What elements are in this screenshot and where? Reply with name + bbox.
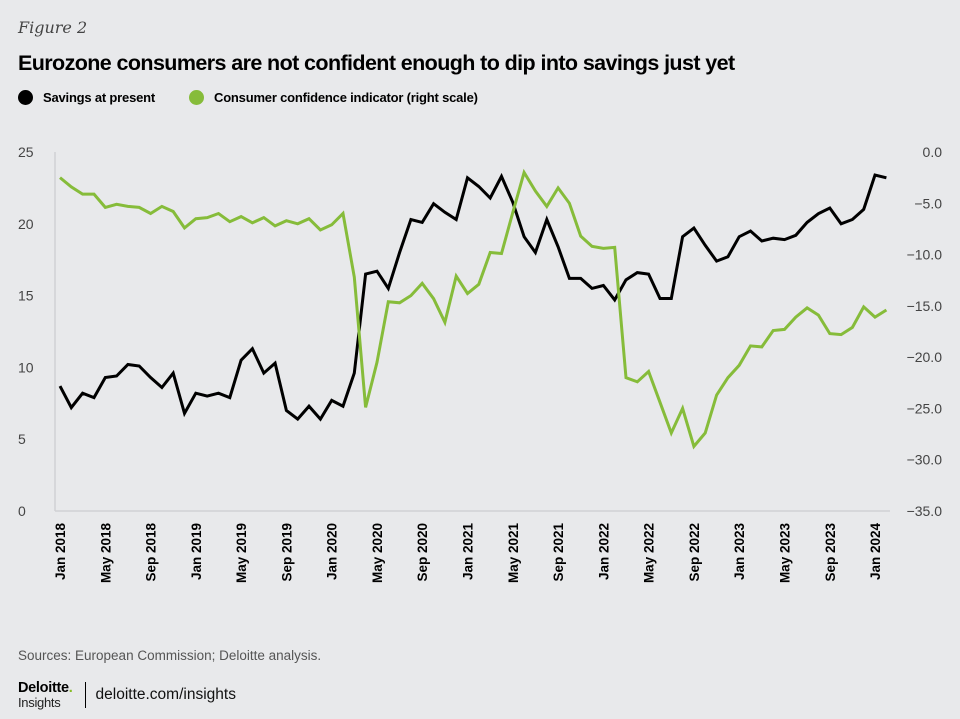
- x-tick-label: Sep 2022: [687, 523, 702, 582]
- x-tick-label: May 2023: [777, 523, 792, 584]
- x-tick-label: Jan 2018: [53, 523, 68, 581]
- y-right-tick-label: −15.0: [907, 298, 943, 314]
- x-tick-label: Jan 2020: [325, 523, 340, 580]
- x-tick-label: Jan 2023: [732, 523, 747, 581]
- series-line-savings: [58, 172, 887, 422]
- logo-brand: Deloitte: [18, 680, 69, 696]
- legend-item-confidence: Consumer confidence indicator (right sca…: [189, 90, 478, 105]
- x-tick-label: Jan 2024: [868, 523, 883, 581]
- y-right-tick-label: −30.0: [907, 452, 943, 468]
- logo-sub: Insights: [18, 694, 61, 710]
- y-right-tick-label: −5.0: [914, 195, 942, 211]
- y-left-tick-label: 20: [18, 216, 34, 232]
- y-left-tick-label: 5: [18, 431, 26, 447]
- x-tick-label: Jan 2022: [596, 523, 611, 580]
- legend-marker-confidence-icon: [189, 90, 204, 105]
- x-tick-label: Sep 2020: [415, 523, 430, 582]
- source-note: Sources: European Commission; Deloitte a…: [18, 648, 322, 663]
- x-tick-label: Sep 2023: [823, 523, 838, 582]
- y-left-tick-label: 10: [18, 359, 34, 375]
- y-left-tick-label: 15: [18, 288, 34, 304]
- x-tick-label: Sep 2021: [551, 523, 566, 582]
- legend-marker-savings-icon: [18, 90, 33, 105]
- footer-divider: [84, 681, 86, 708]
- legend-label-savings: Savings at present: [43, 90, 155, 105]
- footer-url[interactable]: deloitte.com/insights: [95, 685, 236, 703]
- y-left-tick-label: 0: [18, 503, 26, 519]
- x-tick-label: May 2020: [370, 523, 385, 583]
- y-right-tick-label: −35.0: [907, 503, 943, 519]
- y-right-tick-label: −25.0: [907, 400, 943, 416]
- legend-label-confidence: Consumer confidence indicator (right sca…: [214, 90, 478, 105]
- y-left-tick-label: 25: [18, 144, 34, 160]
- x-tick-label: May 2021: [506, 523, 521, 584]
- x-tick-label: Sep 2019: [279, 523, 294, 582]
- y-right-tick-label: 0.0: [923, 144, 943, 160]
- line-chart: 0 5 10 15 20 25 0.0 −5.0 −10.0 −15.0 −20.0 −25.0 −30…: [18, 144, 943, 584]
- x-tick-label: Jan 2021: [461, 523, 476, 581]
- y-right-tick-label: −10.0: [907, 247, 943, 263]
- legend: Savings at present Consumer confidence i…: [18, 90, 512, 105]
- x-tick-label: Jan 2019: [189, 523, 204, 580]
- series-line-confidence: [59, 168, 888, 450]
- chart-title: Eurozone consumers are not confident eno…: [18, 51, 735, 75]
- logo-dot: .: [68, 680, 73, 696]
- footer: Deloitte. Insights deloitte.com/insights: [18, 681, 236, 709]
- legend-item-savings: Savings at present: [18, 90, 155, 105]
- x-tick-label: May 2022: [642, 523, 657, 583]
- y-right-tick-label: −20.0: [907, 349, 943, 365]
- deloitte-insights-logo: Deloitte. Insights: [18, 681, 73, 709]
- x-tick-label: May 2018: [98, 523, 113, 584]
- x-tick-label: Sep 2018: [144, 523, 159, 582]
- figure-label: Figure 2: [18, 18, 88, 37]
- x-tick-label: May 2019: [234, 523, 249, 583]
